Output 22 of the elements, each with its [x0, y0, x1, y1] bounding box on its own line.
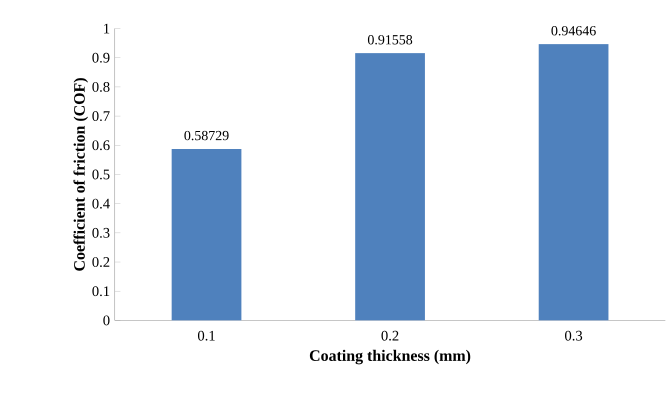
y-tick-label: 0.8: [92, 82, 110, 92]
data-label: 0.58729: [184, 130, 229, 140]
x-tick-label: 0.3: [565, 330, 582, 341]
y-tick-label: 0.2: [92, 257, 110, 267]
y-tick-label: 0.4: [92, 198, 110, 209]
data-label: 0.91558: [368, 35, 412, 45]
y-tick-label: 0.1: [92, 286, 110, 296]
y-tick-label: 0: [103, 316, 110, 326]
bar: [538, 44, 608, 320]
y-tick-label: 0.6: [92, 140, 110, 150]
y-tick-label: 0.7: [92, 111, 110, 122]
y-tick-label: 0.9: [92, 52, 110, 63]
x-axis-title: Coating thickness (mm): [310, 350, 470, 364]
y-tick-label: 1: [104, 24, 110, 34]
x-tick-label: 0.1: [198, 330, 215, 341]
x-tick-label: 0.2: [382, 330, 398, 341]
y-tick-label: 0.5: [92, 170, 110, 180]
data-label: 0.94646: [551, 26, 596, 36]
bar: [172, 149, 242, 320]
bar: [355, 53, 425, 320]
y-tick-label: 0.3: [92, 228, 110, 238]
y-axis-title: Coefficient of friction (COF): [73, 78, 88, 271]
